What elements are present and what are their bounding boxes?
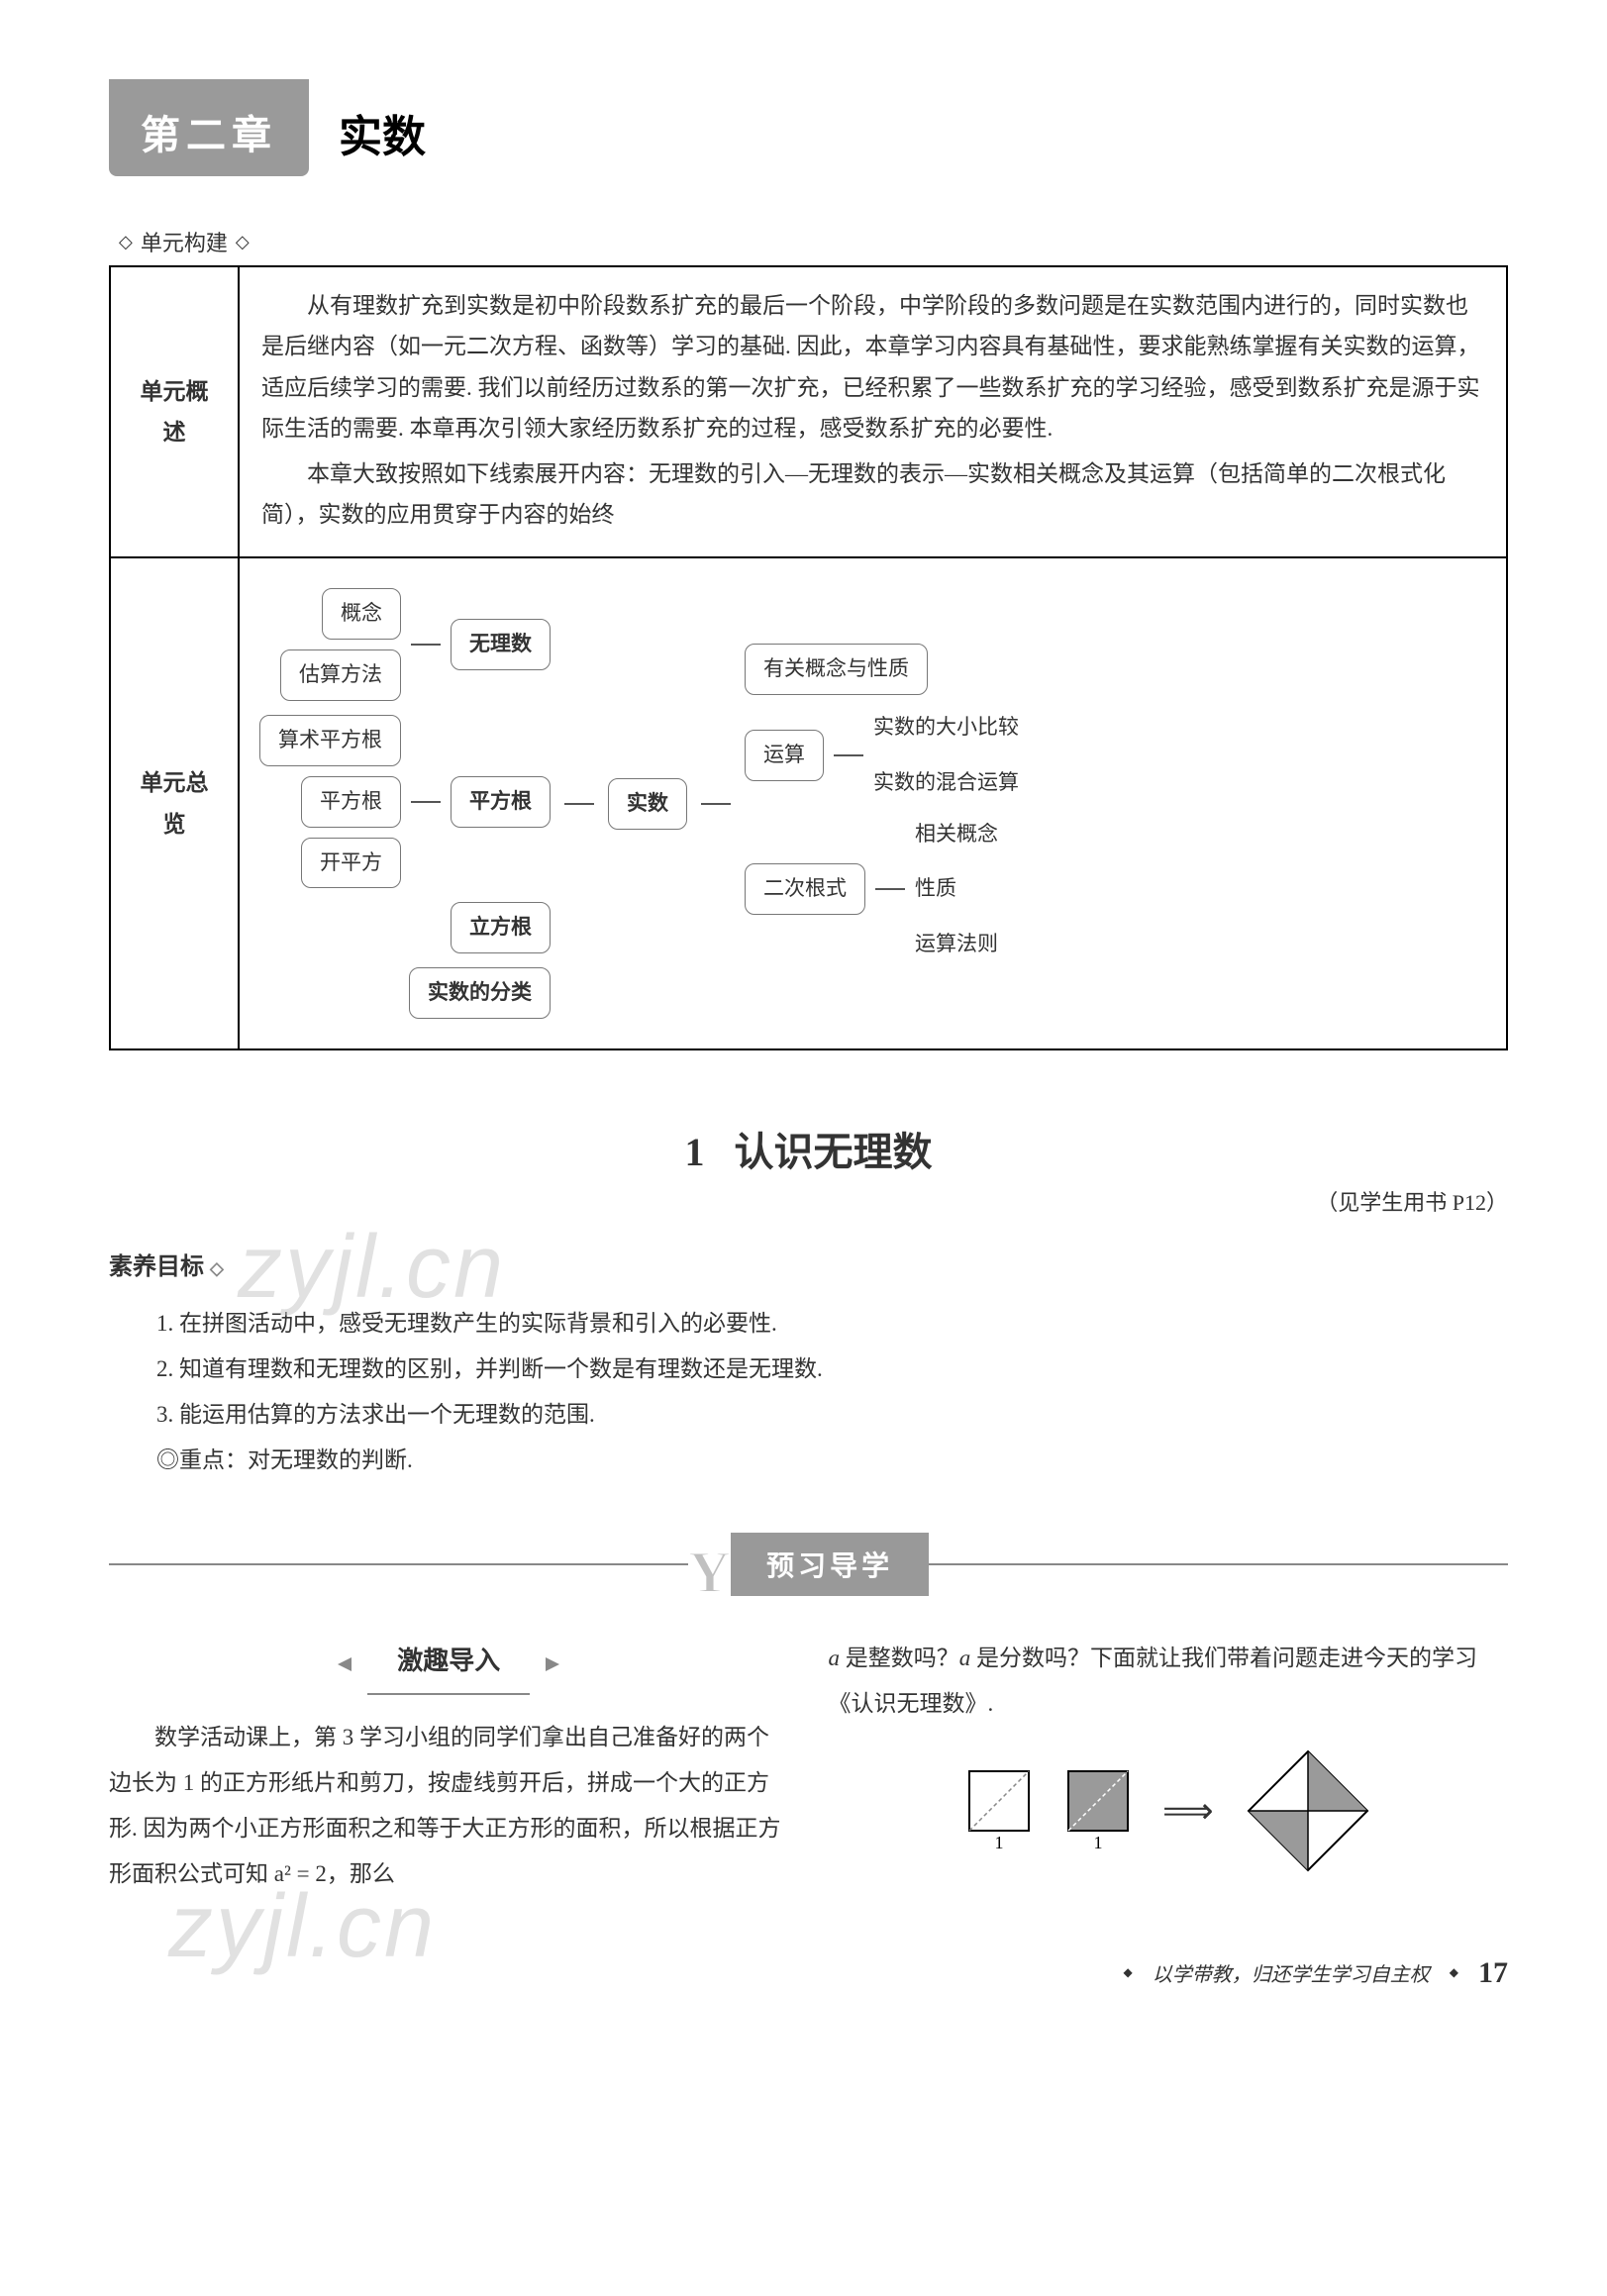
unit-table: 单元概述 从有理数扩充到实数是初中阶段数系扩充的最后一个阶段，中学阶段的多数问题… <box>109 265 1508 1050</box>
sub-op-rule: 运算法则 <box>915 926 998 963</box>
sub-heading-wrap: 激趣导入 <box>109 1636 789 1715</box>
section-banner: Y 预习导学 <box>109 1533 1508 1596</box>
left-column: 激趣导入 数学活动课上，第 3 学习小组的同学们拿出自己准备好的两个边长为 1 … <box>109 1636 789 1897</box>
node-open-sq: 开平方 <box>301 838 401 889</box>
diagram-right-col: 有关概念与性质 运算 实数的大小比较 实数的混合运算 二次根式 相关概念 <box>745 644 1019 963</box>
sub-compare: 实数的大小比较 <box>873 709 1019 747</box>
chapter-title: 实数 <box>339 101 426 176</box>
diamond-icon: ◇ <box>210 1258 224 1278</box>
triangle-left-icon <box>338 1657 352 1671</box>
page-number: 17 <box>1478 1956 1508 1990</box>
banner-content: Y 预习导学 <box>688 1533 929 1596</box>
node-irrational: 无理数 <box>451 619 551 670</box>
diagram-cell: 概念 估算方法 无理数 算术平方根 平方根 开平方 平方根 <box>239 557 1507 1049</box>
radical-sublabels: 相关概念 性质 运算法则 <box>915 816 998 963</box>
goals-title-text: 素养目标 <box>109 1254 204 1280</box>
diamond-icon: ◇ <box>119 232 133 252</box>
watermark: zyjl.cn <box>168 1838 437 2016</box>
section-title: 认识无理数 <box>735 1130 933 1174</box>
table-row: 单元概述 从有理数扩充到实数是初中阶段数系扩充的最后一个阶段，中学阶段的多数问题… <box>110 266 1507 557</box>
figure-row: 1 1 ⟹ <box>829 1747 1509 1875</box>
goals-list: 1. 在拼图活动中，感受无理数产生的实际背景和引入的必要性. 2. 知道有理数和… <box>109 1301 1508 1438</box>
node-sqrt-root: 平方根 <box>451 776 551 828</box>
right-column: a 是整数吗？a 是分数吗？下面就让我们带着问题走进今天的学习《认识无理数》. … <box>829 1636 1509 1897</box>
overview-cell: 从有理数扩充到实数是初中阶段数系扩充的最后一个阶段，中学阶段的多数问题是在实数范… <box>239 266 1507 557</box>
goal-item: 2. 知道有理数和无理数的区别，并判断一个数是有理数还是无理数. <box>156 1347 1508 1392</box>
emphasis-line: ◎重点：对无理数的判断. <box>109 1438 1508 1483</box>
overview-para-2: 本章大致按照如下线索展开内容：无理数的引入—无理数的表示—实数相关概念及其运算（… <box>261 453 1484 536</box>
square-filled-icon: 1 <box>1063 1766 1133 1855</box>
section-number: 1 <box>685 1130 705 1174</box>
node-classify: 实数的分类 <box>409 967 551 1019</box>
section-heading: 1 认识无理数 <box>109 1120 1508 1177</box>
sub-rel-concept: 相关概念 <box>915 816 998 853</box>
goals-section: zyjl.cn 素养目标 ◇ 1. 在拼图活动中，感受无理数产生的实际背景和引入… <box>109 1247 1508 1483</box>
banner-line-right <box>929 1563 1508 1565</box>
square-dashed-icon: 1 <box>964 1766 1034 1855</box>
sub-mixed: 实数的混合运算 <box>873 764 1019 802</box>
banner-label: 预习导学 <box>731 1533 929 1596</box>
diamond-icon: ◇ <box>236 232 250 252</box>
triangle-right-icon <box>546 1657 559 1671</box>
overview-para-1: 从有理数扩充到实数是初中阶段数系扩充的最后一个阶段，中学阶段的多数问题是在实数范… <box>261 285 1484 449</box>
node-operation: 运算 <box>745 730 824 781</box>
two-column-content: 激趣导入 数学活动课上，第 3 学习小组的同学们拿出自己准备好的两个边长为 1 … <box>109 1636 1508 1897</box>
unit-build-label: ◇ 单元构建 ◇ <box>119 226 1508 257</box>
intro-right-para: a 是整数吗？a 是分数吗？下面就让我们带着问题走进今天的学习《认识无理数》. <box>829 1636 1509 1727</box>
table-row: 单元总览 概念 估算方法 无理数 算术平方根 <box>110 557 1507 1049</box>
row-label-summary: 单元总览 <box>110 557 239 1049</box>
node-sqrt: 平方根 <box>301 776 401 828</box>
node-arith-sqrt: 算术平方根 <box>259 715 401 766</box>
goal-item: 3. 能运用估算的方法求出一个无理数的范围. <box>156 1392 1508 1438</box>
row-label-overview: 单元概述 <box>110 266 239 557</box>
banner-line-left <box>109 1563 688 1565</box>
node-real: 实数 <box>608 778 687 830</box>
node-related-concept: 有关概念与性质 <box>745 644 928 695</box>
rotated-square-icon <box>1244 1747 1372 1875</box>
watermark: zyjl.cn <box>238 1217 506 1319</box>
reference-note: （见学生用书 P12） <box>109 1185 1508 1217</box>
svg-text:1: 1 <box>1093 1833 1102 1852</box>
banner-letter-icon: Y <box>688 1548 731 1596</box>
node-estimate: 估算方法 <box>280 649 401 701</box>
concept-diagram: 概念 估算方法 无理数 算术平方根 平方根 开平方 平方根 <box>259 588 1486 1019</box>
intro-heading: 激趣导入 <box>367 1636 530 1695</box>
diagram-left-col: 概念 估算方法 无理数 算术平方根 平方根 开平方 平方根 <box>259 588 551 1019</box>
node-concept: 概念 <box>322 588 401 640</box>
chapter-header: 第二章 实数 <box>109 79 1508 176</box>
svg-text:1: 1 <box>994 1833 1003 1852</box>
operation-sublabels: 实数的大小比较 实数的混合运算 <box>873 709 1019 802</box>
bullet-icon: ◆ <box>1124 1965 1133 1980</box>
bullet-icon: ◆ <box>1450 1965 1458 1980</box>
arrow-right-icon: ⟹ <box>1162 1775 1214 1847</box>
footer-motto: 以学带教，归还学生学习自主权 <box>1153 1958 1430 1987</box>
chapter-tab: 第二章 <box>109 79 309 176</box>
sub-property: 性质 <box>915 870 998 908</box>
node-quad-radical: 二次根式 <box>745 863 865 915</box>
node-cube-root: 立方根 <box>451 902 551 953</box>
unit-build-text: 单元构建 <box>141 226 228 257</box>
